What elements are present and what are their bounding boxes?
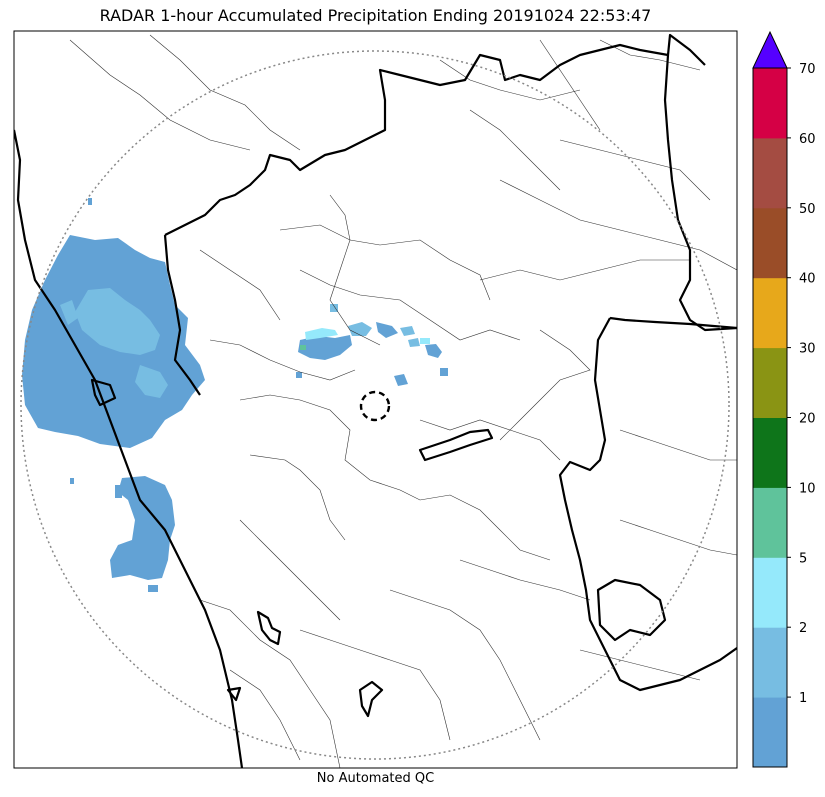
- radar-site-marker: [359, 390, 391, 422]
- qc-note: No Automated QC: [316, 771, 435, 786]
- precip-echo-core: [60, 288, 168, 398]
- colorbar-tick-label: 50: [799, 202, 816, 217]
- colorbar-segment: [753, 207, 787, 279]
- radar-range-ring: [20, 50, 730, 760]
- colorbar-tick-label: 10: [799, 481, 816, 496]
- map-frame: [13, 30, 738, 769]
- colorbar: 1 2 5 10 20 30 40 50 60 70: [752, 30, 816, 768]
- colorbar-segment: [753, 347, 787, 418]
- colorbar-segment: [753, 417, 787, 488]
- colorbar-tick-label: 30: [799, 342, 816, 357]
- colorbar-tick-label: 20: [799, 412, 816, 427]
- colorbar-tick-label: 70: [799, 62, 816, 77]
- colorbar-segment: [753, 68, 787, 139]
- district-boundaries: [69, 34, 737, 768]
- precip-echo-central: [296, 304, 448, 386]
- colorbar-extend-arrow: [752, 30, 788, 69]
- map-content: [14, 33, 737, 768]
- colorbar-segment: [753, 627, 787, 698]
- colorbar-segment: [753, 487, 787, 558]
- colorbar-tick-label: 5: [799, 551, 807, 566]
- colorbar-segment: [753, 137, 787, 209]
- state-boundaries: [14, 33, 737, 768]
- colorbar-segment: [753, 557, 787, 628]
- colorbar-tick-label: 40: [799, 272, 816, 287]
- colorbar-segment: [753, 697, 787, 768]
- map-title: RADAR 1-hour Accumulated Precipitation E…: [99, 6, 652, 25]
- colorbar-segment: [753, 277, 787, 349]
- colorbar-tick-label: 1: [799, 691, 807, 706]
- colorbar-frame: [752, 67, 788, 768]
- colorbar-tick-label: 60: [799, 132, 816, 147]
- colorbar-tick-label: 2: [799, 621, 807, 636]
